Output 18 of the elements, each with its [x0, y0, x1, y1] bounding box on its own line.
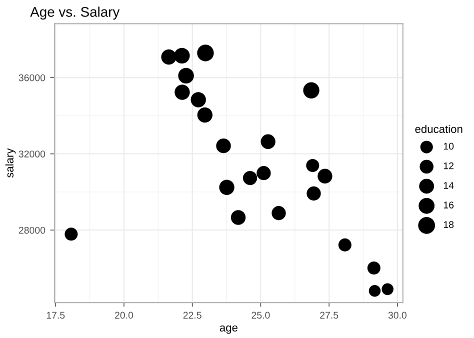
legend-label: 12: [444, 162, 454, 170]
legend-label: 18: [444, 221, 454, 228]
y-axis-title: salary: [5, 148, 16, 178]
x-axis-title: age: [220, 325, 238, 334]
x-tick-label: 25.0: [252, 312, 270, 319]
x-tick-label: 30.0: [388, 312, 407, 319]
legend-label: 16: [444, 202, 454, 208]
x-tick-label: 20.0: [115, 312, 134, 319]
legend-label: 10: [444, 142, 454, 150]
x-tick-label: 22.5: [183, 312, 202, 319]
y-tick-label: 28000: [18, 226, 46, 234]
x-tick-label: 27.5: [320, 312, 338, 319]
chart-title: Age vs. Salary: [30, 6, 120, 20]
legend-title: education: [415, 124, 462, 134]
x-tick-label: 17.5: [46, 312, 65, 319]
legend-label: 14: [444, 182, 454, 189]
y-tick-label: 36000: [18, 74, 46, 82]
y-tick-label: 32000: [18, 150, 46, 158]
